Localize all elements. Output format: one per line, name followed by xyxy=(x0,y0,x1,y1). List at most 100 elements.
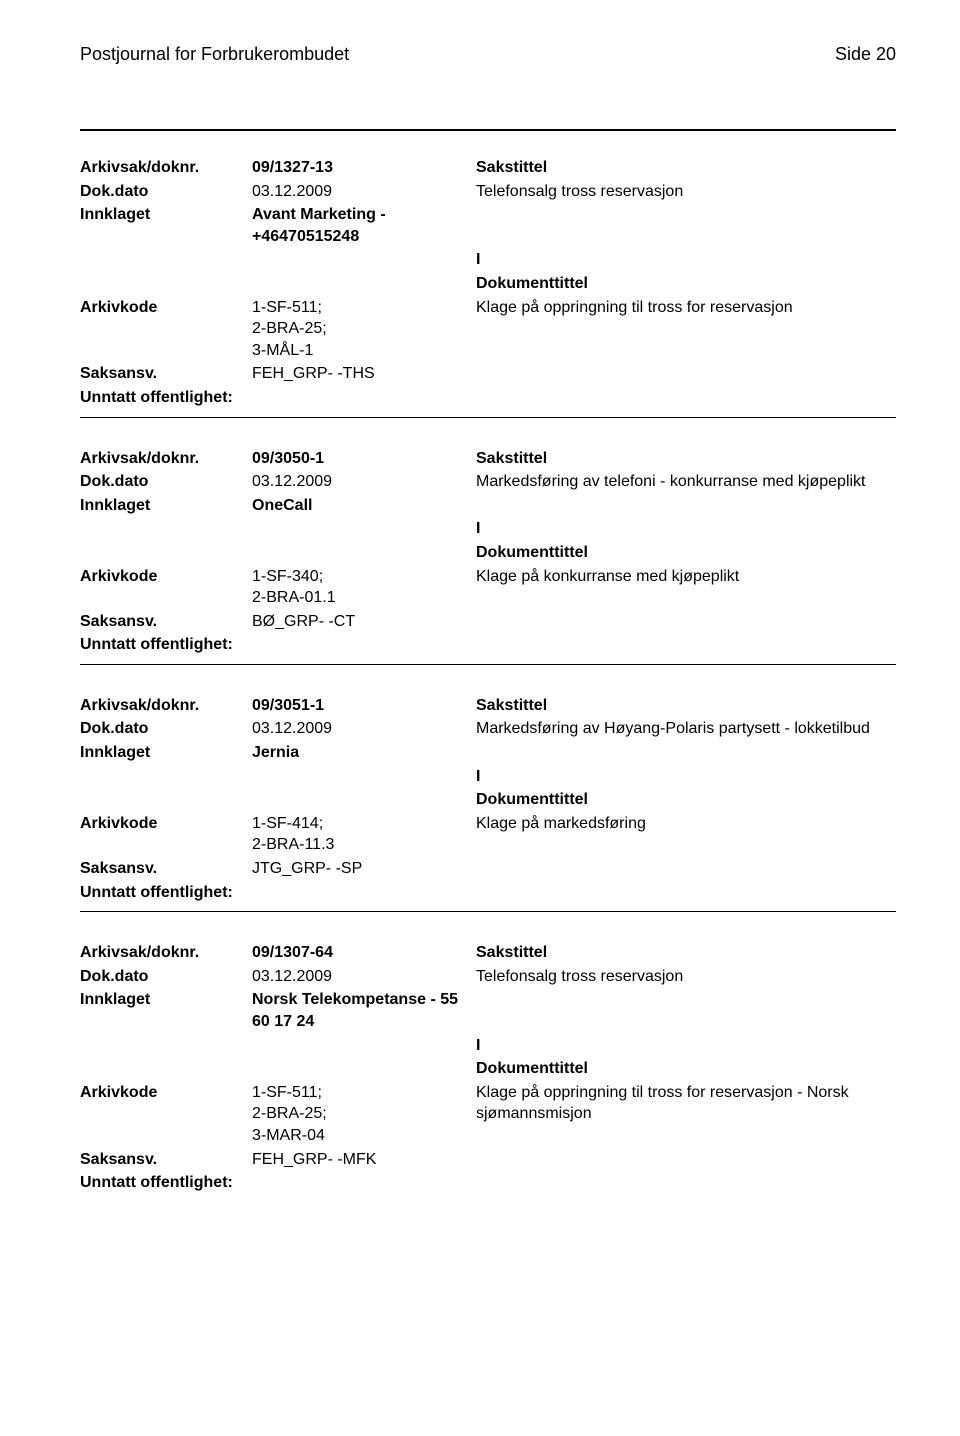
value-dokumenttittel: Klage på oppringning til tross for reser… xyxy=(476,1082,896,1125)
value-innklaget: Norsk Telekompetanse - 55 60 17 24 xyxy=(252,989,476,1032)
label-arkivsak: Arkivsak/doknr. xyxy=(80,942,252,964)
value-dokdato: 03.12.2009 xyxy=(252,966,476,988)
label-arkivsak: Arkivsak/doknr. xyxy=(80,448,252,470)
label-saksansv: Saksansv. xyxy=(80,1149,252,1171)
record: Arkivsak/doknr. 09/1307-64 Sakstittel Do… xyxy=(80,942,896,1202)
label-saksansv: Saksansv. xyxy=(80,363,252,385)
label-dokumenttittel: Dokumenttittel xyxy=(476,542,896,564)
row-unntatt: Unntatt offentlighet: xyxy=(80,634,896,656)
row-doknr: Arkivsak/doknr. 09/3051-1 Sakstittel xyxy=(80,695,896,717)
value-dokumenttittel: Klage på oppringning til tross for reser… xyxy=(476,297,896,319)
value-doknr: 09/3050-1 xyxy=(252,448,476,470)
label-saksansv: Saksansv. xyxy=(80,611,252,633)
label-dokdato: Dok.dato xyxy=(80,966,252,988)
label-dokdato: Dok.dato xyxy=(80,471,252,493)
value-arkivkode: 1-SF-511; 2-BRA-25; 3-MAR-04 xyxy=(252,1082,476,1147)
row-innklaget: Innklaget Norsk Telekompetanse - 55 60 1… xyxy=(80,989,896,1032)
row-innklaget: Innklaget Jernia xyxy=(80,742,896,764)
label-arkivkode: Arkivkode xyxy=(80,813,252,835)
value-dokdato: 03.12.2009 xyxy=(252,181,476,203)
label-sakstittel: Sakstittel xyxy=(476,942,896,964)
row-saksansv: Saksansv. FEH_GRP- -THS xyxy=(80,363,896,385)
label-dokumenttittel: Dokumenttittel xyxy=(476,789,896,811)
value-dokdato: 03.12.2009 xyxy=(252,471,476,493)
value-doknr: 09/3051-1 xyxy=(252,695,476,717)
row-dokumenttittel-label: Dokumenttittel xyxy=(80,1058,896,1080)
value-innklaget: OneCall xyxy=(252,495,476,517)
label-dokdato: Dok.dato xyxy=(80,181,252,203)
label-sakstittel: Sakstittel xyxy=(476,695,896,717)
row-arkivkode: Arkivkode 1-SF-511; 2-BRA-25; 3-MÅL-1 Kl… xyxy=(80,297,896,362)
row-dokumenttittel-label: Dokumenttittel xyxy=(80,542,896,564)
record: Arkivsak/doknr. 09/3051-1 Sakstittel Dok… xyxy=(80,695,896,912)
value-sakstittel: Telefonsalg tross reservasjon xyxy=(476,966,896,988)
divider-top xyxy=(80,129,896,131)
label-dokdato: Dok.dato xyxy=(80,718,252,740)
value-arkivkode: 1-SF-340; 2-BRA-01.1 xyxy=(252,566,476,609)
divider-between xyxy=(80,911,896,912)
row-saksansv: Saksansv. BØ_GRP- -CT xyxy=(80,611,896,633)
label-arkivkode: Arkivkode xyxy=(80,1082,252,1104)
value-dokumenttittel: Klage på markedsføring xyxy=(476,813,896,835)
value-saksansv: FEH_GRP- -THS xyxy=(252,363,476,385)
row-unntatt: Unntatt offentlighet: xyxy=(80,882,896,904)
spacer xyxy=(80,1196,896,1202)
row-arkivkode: Arkivkode 1-SF-414; 2-BRA-11.3 Klage på … xyxy=(80,813,896,856)
record: Arkivsak/doknr. 09/3050-1 Sakstittel Dok… xyxy=(80,448,896,665)
row-dokdato: Dok.dato 03.12.2009 Markedsføring av Høy… xyxy=(80,718,896,740)
value-doknr: 09/1307-64 xyxy=(252,942,476,964)
row-doknr: Arkivsak/doknr. 09/1307-64 Sakstittel xyxy=(80,942,896,964)
value-saksansv: FEH_GRP- -MFK xyxy=(252,1149,476,1171)
row-dokumenttittel-label: Dokumenttittel xyxy=(80,789,896,811)
value-arkivkode: 1-SF-511; 2-BRA-25; 3-MÅL-1 xyxy=(252,297,476,362)
divider-between xyxy=(80,664,896,665)
label-unntatt: Unntatt offentlighet: xyxy=(80,387,239,409)
label-sakstittel: Sakstittel xyxy=(476,157,896,179)
label-arkivkode: Arkivkode xyxy=(80,297,252,319)
row-dokdato: Dok.dato 03.12.2009 Markedsføring av tel… xyxy=(80,471,896,493)
value-doknr: 09/1327-13 xyxy=(252,157,476,179)
value-sakstittel: Telefonsalg tross reservasjon xyxy=(476,181,896,203)
label-unntatt: Unntatt offentlighet: xyxy=(80,1172,239,1194)
value-saksansv: JTG_GRP- -SP xyxy=(252,858,476,880)
label-dokumenttittel: Dokumenttittel xyxy=(476,273,896,295)
record: Arkivsak/doknr. 09/1327-13 Sakstittel Do… xyxy=(80,157,896,418)
row-saksansv: Saksansv. JTG_GRP- -SP xyxy=(80,858,896,880)
row-unntatt: Unntatt offentlighet: xyxy=(80,387,896,409)
row-saksansv: Saksansv. FEH_GRP- -MFK xyxy=(80,1149,896,1171)
label-unntatt: Unntatt offentlighet: xyxy=(80,882,239,904)
page-number: Side 20 xyxy=(835,44,896,65)
value-i: I xyxy=(476,1035,896,1057)
value-i: I xyxy=(476,518,896,540)
label-innklaget: Innklaget xyxy=(80,989,252,1011)
value-i: I xyxy=(476,249,896,271)
header-row: Postjournal for Forbrukerombudet Side 20 xyxy=(80,44,896,65)
row-i: I xyxy=(80,1035,896,1057)
row-dokdato: Dok.dato 03.12.2009 Telefonsalg tross re… xyxy=(80,966,896,988)
row-i: I xyxy=(80,518,896,540)
value-innklaget: Jernia xyxy=(252,742,476,764)
records-container: Arkivsak/doknr. 09/1327-13 Sakstittel Do… xyxy=(80,157,896,1202)
label-unntatt: Unntatt offentlighet: xyxy=(80,634,239,656)
page-title: Postjournal for Forbrukerombudet xyxy=(80,44,349,65)
row-dokdato: Dok.dato 03.12.2009 Telefonsalg tross re… xyxy=(80,181,896,203)
row-innklaget: Innklaget Avant Marketing - +46470515248 xyxy=(80,204,896,247)
value-i: I xyxy=(476,766,896,788)
page: Postjournal for Forbrukerombudet Side 20… xyxy=(0,0,960,1282)
row-unntatt: Unntatt offentlighet: xyxy=(80,1172,896,1194)
row-i: I xyxy=(80,766,896,788)
label-saksansv: Saksansv. xyxy=(80,858,252,880)
label-dokumenttittel: Dokumenttittel xyxy=(476,1058,896,1080)
row-dokumenttittel-label: Dokumenttittel xyxy=(80,273,896,295)
row-arkivkode: Arkivkode 1-SF-511; 2-BRA-25; 3-MAR-04 K… xyxy=(80,1082,896,1147)
value-innklaget: Avant Marketing - +46470515248 xyxy=(252,204,476,247)
row-doknr: Arkivsak/doknr. 09/1327-13 Sakstittel xyxy=(80,157,896,179)
value-sakstittel: Markedsføring av telefoni - konkurranse … xyxy=(476,471,896,493)
label-sakstittel: Sakstittel xyxy=(476,448,896,470)
label-arkivkode: Arkivkode xyxy=(80,566,252,588)
label-innklaget: Innklaget xyxy=(80,495,252,517)
label-innklaget: Innklaget xyxy=(80,742,252,764)
label-arkivsak: Arkivsak/doknr. xyxy=(80,695,252,717)
value-arkivkode: 1-SF-414; 2-BRA-11.3 xyxy=(252,813,476,856)
row-i: I xyxy=(80,249,896,271)
